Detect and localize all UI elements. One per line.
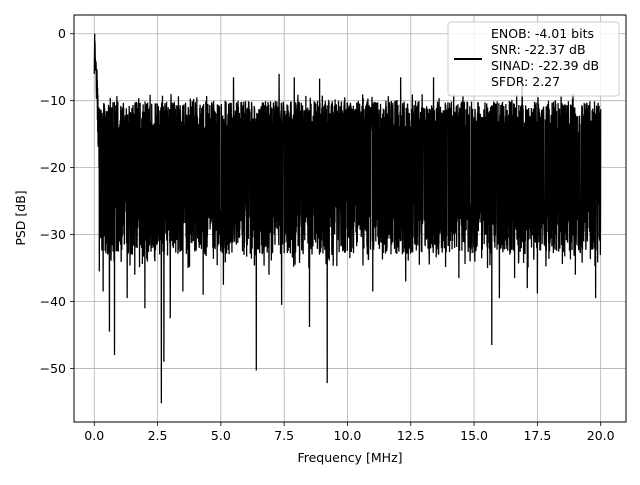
legend-enob: ENOB: -4.01 bits: [491, 26, 594, 41]
plot-frame: [73, 14, 627, 423]
legend-sfdr: SFDR: 2.27: [491, 74, 560, 89]
y-axis-ticks: 0 −10 −20 −30 −40 −50: [40, 26, 74, 376]
x-tick-label: 10.0: [334, 428, 362, 443]
x-tick-label: 12.5: [397, 428, 425, 443]
x-tick-label: 0.0: [84, 428, 104, 443]
y-tick-label: −10: [40, 93, 66, 108]
y-tick-label: −30: [40, 227, 66, 242]
legend-snr: SNR: -22.37 dB: [491, 42, 586, 57]
psd-trace: [93, 33, 602, 404]
x-axis-label: Frequency [MHz]: [297, 450, 402, 465]
x-axis-ticks: 0.0 2.5 5.0 7.5 10.0 12.5 15.0 17.5 20.0: [84, 422, 615, 443]
y-tick-label: −20: [40, 160, 66, 175]
legend-sinad: SINAD: -22.39 dB: [491, 58, 599, 73]
legend-box: [447, 21, 620, 97]
x-tick-label: 17.5: [523, 428, 551, 443]
y-axis-label: PSD [dB]: [13, 190, 28, 245]
y-tick-label: 0: [58, 26, 66, 41]
x-tick-label: 2.5: [148, 428, 168, 443]
y-tick-label: −50: [40, 361, 66, 376]
x-tick-label: 7.5: [274, 428, 294, 443]
x-tick-label: 20.0: [587, 428, 615, 443]
x-tick-label: 5.0: [211, 428, 231, 443]
psd-series: [93, 33, 602, 404]
legend: ENOB: -4.01 bits SNR: -22.37 dB SINAD: -…: [447, 21, 620, 97]
y-tick-label: −40: [40, 294, 66, 309]
x-tick-label: 15.0: [460, 428, 488, 443]
